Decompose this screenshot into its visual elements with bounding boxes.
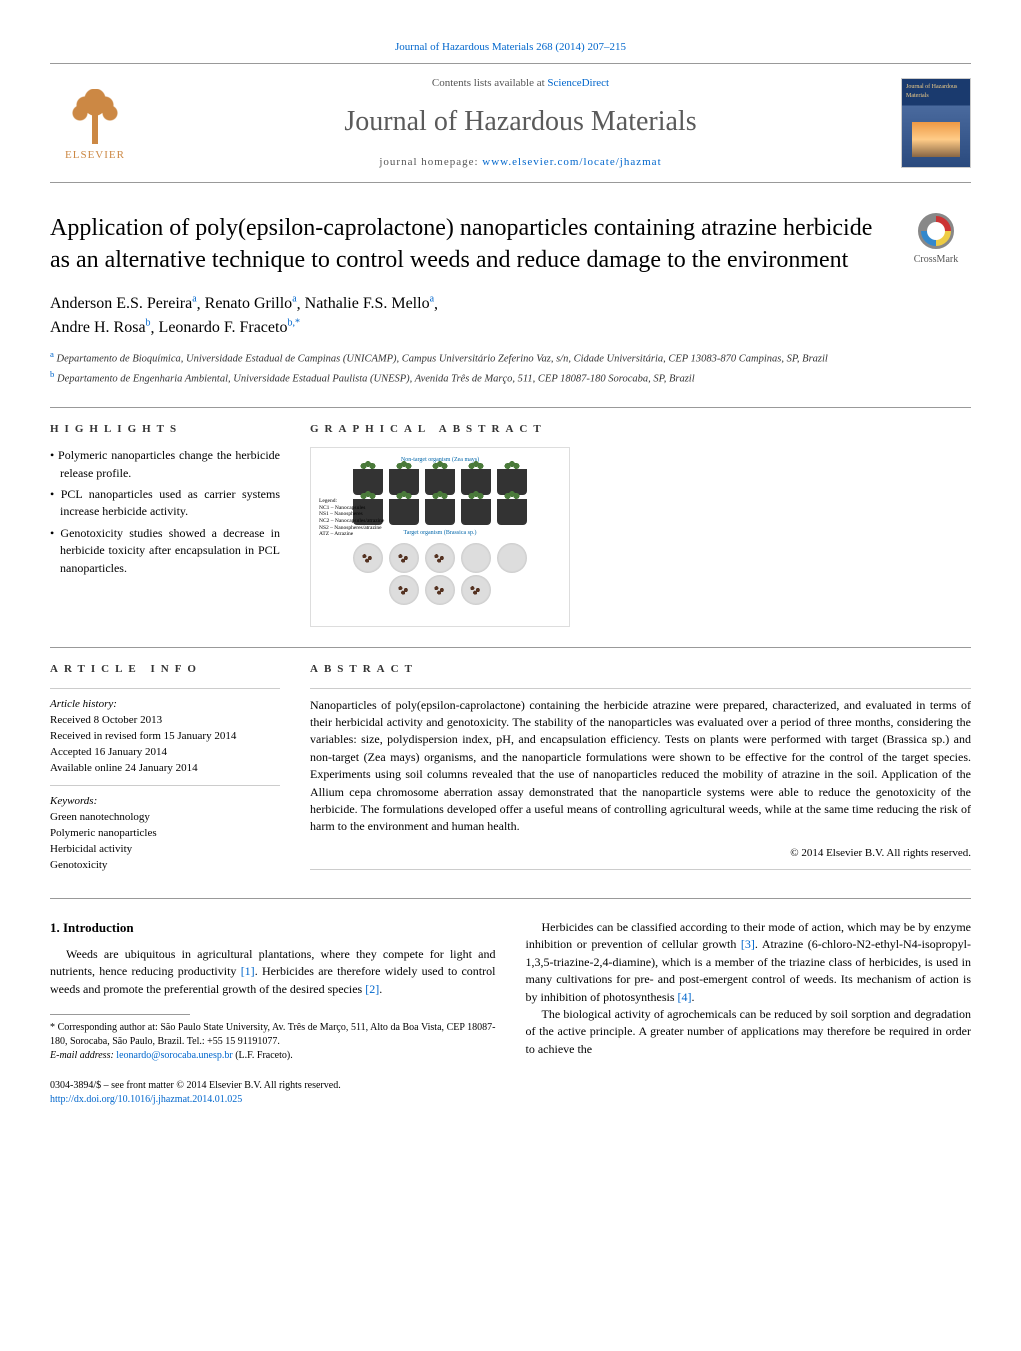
affiliation: b Departamento de Engenharia Ambiental, … [50,368,971,387]
contents-available-line: Contents lists available at ScienceDirec… [160,76,881,91]
history-item: Received 8 October 2013 [50,713,280,729]
affiliations: a Departamento de Bioquímica, Universida… [50,348,971,386]
crossmark-icon [918,213,954,249]
body-left-column: 1. Introduction Weeds are ubiquitous in … [50,919,496,1107]
affiliation: a Departamento de Bioquímica, Universida… [50,348,971,367]
citation-header: Journal of Hazardous Materials 268 (2014… [50,40,971,55]
abstract-section: ABSTRACT Nanoparticles of poly(epsilon-c… [310,662,971,878]
keyword: Genotoxicity [50,858,280,874]
sciencedirect-link[interactable]: ScienceDirect [547,77,609,89]
footnote-rule [50,1014,190,1015]
highlights-label: HIGHLIGHTS [50,422,280,437]
section-heading: 1. Introduction [50,919,496,938]
author: Anderson E.S. Pereiraa [50,295,197,312]
ga-legend-item: NS2 – Nanospheres/atrazine [319,525,384,532]
keyword: Green nanotechnology [50,810,280,826]
email-link[interactable]: leonardo@sorocaba.unesp.br [116,1050,232,1061]
ga-dish [389,575,419,605]
graphical-abstract-section: GRAPHICAL ABSTRACT Non-target organism (… [310,422,971,627]
divider [50,898,971,899]
divider [50,407,971,408]
email-suffix: (L.F. Fraceto). [233,1050,293,1061]
ref-link[interactable]: [1] [241,964,255,978]
doi-link[interactable]: http://dx.doi.org/10.1016/j.jhazmat.2014… [50,1094,242,1105]
ga-dish-row [353,543,527,573]
body-content: 1. Introduction Weeds are ubiquitous in … [50,919,971,1107]
history-item: Accepted 16 January 2014 [50,745,280,761]
ga-dish-row [389,575,491,605]
body-paragraph: The biological activity of agrochemicals… [526,1006,972,1058]
elsevier-tree-icon [60,84,130,144]
ga-legend-item: NC2 – Nanocapsules/atrazine [319,518,384,525]
ga-dish [425,543,455,573]
article-info-section: ARTICLE INFO Article history: Received 8… [50,662,280,878]
publisher-name: ELSEVIER [65,148,125,163]
journal-name: Journal of Hazardous Materials [160,102,881,141]
ga-pot [497,499,527,525]
author-list: Anderson E.S. Pereiraa, Renato Grilloa, … [50,292,971,341]
divider [50,647,971,648]
ref-link[interactable]: [3] [741,937,755,951]
crossmark-label: CrossMark [914,254,958,265]
corresponding-author-footnote: * Corresponding author at: São Paulo Sta… [50,1021,496,1063]
ga-legend-item: NC1 – Nanocapsules [319,505,384,512]
highlights-section: HIGHLIGHTS Polymeric nanoparticles chang… [50,422,280,627]
masthead: ELSEVIER Contents lists available at Sci… [50,63,971,183]
ga-legend-item: ATZ – Atrazine [319,531,384,538]
footnote-text: Corresponding author at: São Paulo State… [50,1022,496,1047]
body-paragraph: Weeds are ubiquitous in agricultural pla… [50,946,496,998]
ref-link[interactable]: [2] [365,982,379,996]
graphical-abstract-label: GRAPHICAL ABSTRACT [310,422,971,437]
keyword: Polymeric nanoparticles [50,826,280,842]
ga-dish [389,543,419,573]
highlight-item: PCL nanoparticles used as carrier system… [50,486,280,521]
email-label: E-mail address: [50,1050,116,1061]
history-item: Available online 24 January 2014 [50,761,280,777]
homepage-link[interactable]: www.elsevier.com/locate/jhazmat [482,156,661,168]
homepage-line: journal homepage: www.elsevier.com/locat… [160,155,881,170]
article-info-label: ARTICLE INFO [50,662,280,678]
contents-prefix: Contents lists available at [432,77,547,89]
author: Andre H. Rosab [50,319,151,336]
author: Leonardo F. Fracetob,* [159,319,300,336]
ref-link[interactable]: [4] [678,990,692,1004]
body-right-column: Herbicides can be classified according t… [526,919,972,1107]
ga-dish [425,575,455,605]
citation-link[interactable]: Journal of Hazardous Materials 268 (2014… [395,41,626,53]
ga-legend-item: NS1 – Nanospheres [319,511,384,518]
author: Nathalie F.S. Melloa [305,295,434,312]
ga-legend: Legend: NC1 – Nanocapsules NS1 – Nanosph… [319,498,384,538]
ga-legend-title: Legend: [319,498,384,505]
keyword: Herbicidal activity [50,842,280,858]
abstract-copyright: © 2014 Elsevier B.V. All rights reserved… [310,846,971,861]
footer-block: 0304-3894/$ – see front matter © 2014 El… [50,1079,496,1107]
article-title: Application of poly(epsilon-caprolactone… [50,213,881,275]
crossmark-widget[interactable]: CrossMark [901,213,971,275]
journal-cover-thumbnail[interactable]: Journal of Hazardous Materials [901,78,971,168]
abstract-label: ABSTRACT [310,662,971,677]
ga-dish [461,543,491,573]
ga-mid-caption: Target organism (Brassica sp.) [403,529,476,537]
ga-pot [389,499,419,525]
history-label: Article history: [50,697,280,713]
publisher-logo[interactable]: ELSEVIER [50,78,140,168]
ga-pot [425,499,455,525]
footnote-marker: * [50,1022,55,1033]
body-paragraph: Herbicides can be classified according t… [526,919,972,1006]
keywords-label: Keywords: [50,794,280,810]
issn-line: 0304-3894/$ – see front matter © 2014 El… [50,1079,496,1093]
history-item: Received in revised form 15 January 2014 [50,729,280,745]
highlight-item: Polymeric nanoparticles change the herbi… [50,447,280,482]
graphical-abstract-figure: Non-target organism (Zea mays) Target or… [310,447,570,627]
cover-title: Journal of Hazardous Materials [906,83,966,100]
author: Renato Grilloa [205,295,297,312]
ga-pot [461,499,491,525]
highlight-item: Genotoxicity studies showed a decrease i… [50,525,280,577]
homepage-prefix: journal homepage: [379,156,482,168]
abstract-text: Nanoparticles of poly(epsilon-caprolacto… [310,697,971,836]
ga-dish [461,575,491,605]
ga-dish [497,543,527,573]
ga-dish [353,543,383,573]
